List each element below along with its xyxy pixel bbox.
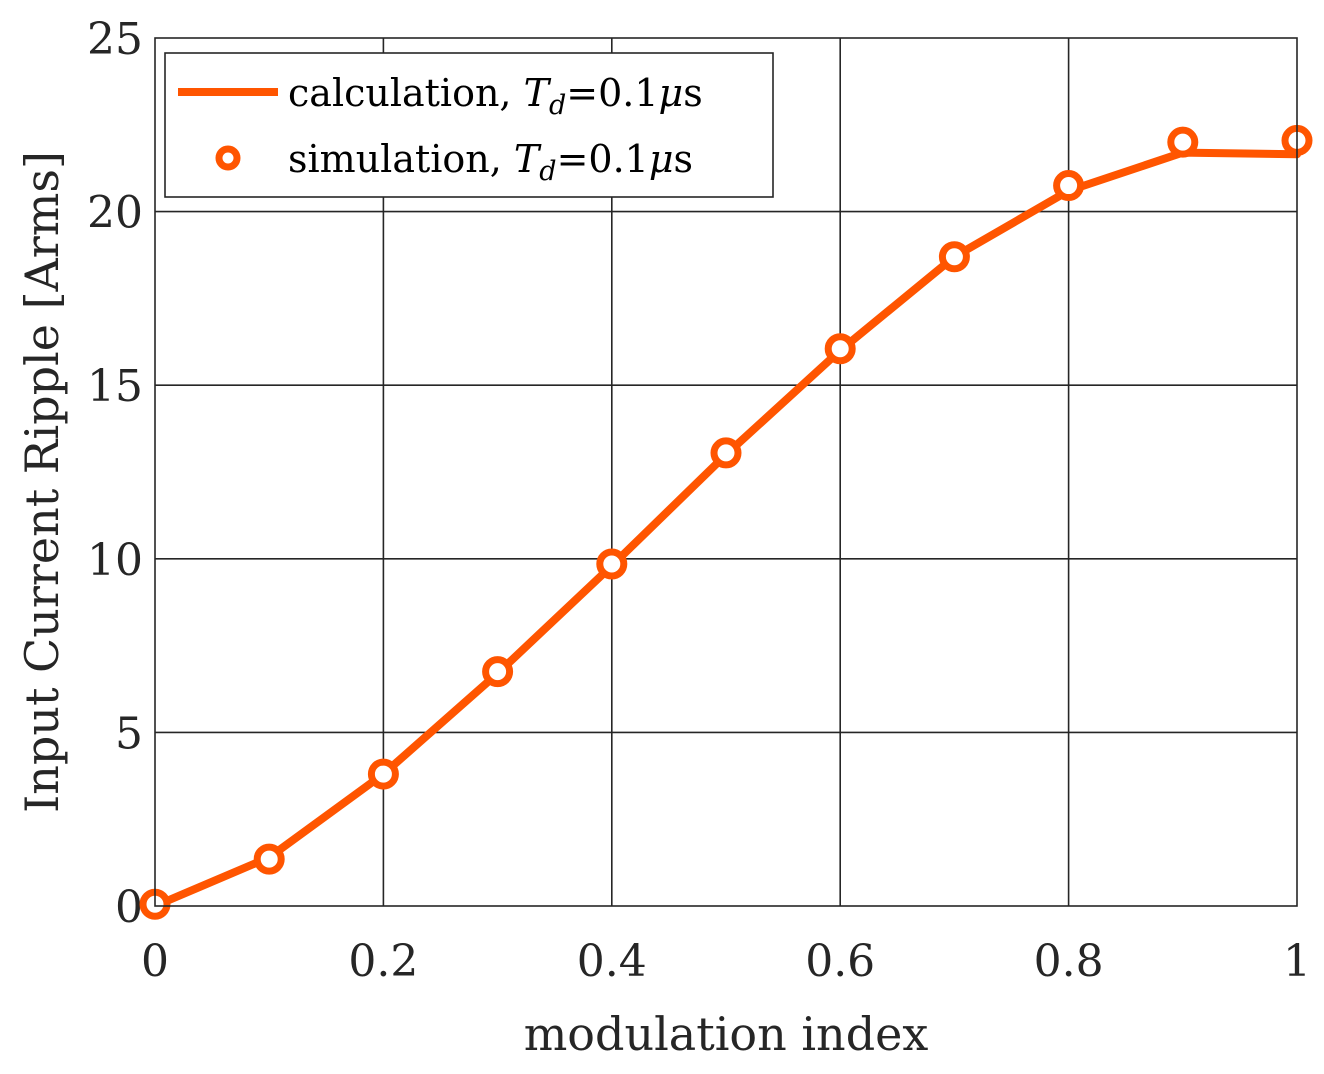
- y-tick-label: 20: [87, 188, 143, 239]
- legend-math-unit: s: [683, 71, 703, 115]
- legend-math-rest: =0.1: [557, 137, 649, 181]
- legend-math-sub: d: [539, 156, 556, 187]
- x-tick-label: 0.8: [1034, 936, 1104, 987]
- x-tick-label: 0.6: [805, 936, 875, 987]
- legend-label-calculation: calculation, Td=0.1μs: [288, 71, 703, 121]
- legend-math-mu: μ: [659, 71, 684, 115]
- legend-math-sub: d: [549, 90, 566, 121]
- y-tick-label: 10: [87, 535, 143, 586]
- data-point-simulation: [710, 437, 742, 469]
- legend-label-calculation-prefix: calculation,: [288, 71, 524, 115]
- y-axis-title: Input Current Ripple [Arms]: [15, 151, 69, 813]
- y-tick-label: 5: [115, 708, 143, 759]
- data-point-simulation: [253, 843, 285, 875]
- data-point-simulation: [1167, 126, 1199, 158]
- legend: calculation, Td=0.1μs simulation, Td=0.1…: [164, 52, 774, 198]
- y-tick-label: 15: [87, 361, 143, 412]
- x-tick-label: 0.2: [348, 936, 418, 987]
- legend-math-var: T: [524, 71, 552, 115]
- legend-math-rest: =0.1: [566, 71, 658, 115]
- data-point-simulation: [938, 241, 970, 273]
- y-tick-label: 25: [87, 14, 143, 65]
- x-tick-label: 1: [1283, 936, 1311, 987]
- data-point-simulation: [482, 656, 514, 688]
- data-point-simulation: [367, 758, 399, 790]
- x-tick-label: 0: [141, 936, 169, 987]
- x-tick-labels: 0 0.2 0.4 0.6 0.8 1: [141, 936, 1311, 987]
- legend-math-var: T: [514, 137, 542, 181]
- data-point-simulation: [1053, 170, 1085, 202]
- legend-math-unit: s: [674, 137, 694, 181]
- x-tick-label: 0.4: [577, 936, 647, 987]
- legend-label-simulation: simulation, Td=0.1μs: [288, 137, 693, 187]
- plot-frame: [154, 37, 1298, 907]
- x-axis-title: modulation index: [524, 1007, 929, 1061]
- legend-math-mu: μ: [649, 137, 674, 181]
- data-point-simulation: [596, 548, 628, 580]
- y-tick-label: 0: [115, 882, 143, 933]
- legend-marker-swatch: [215, 145, 241, 171]
- data-point-simulation: [824, 333, 856, 365]
- legend-label-simulation-prefix: simulation,: [288, 137, 514, 181]
- legend-box: [164, 52, 774, 198]
- y-tick-labels: 0 5 10 15 20 25: [87, 14, 143, 933]
